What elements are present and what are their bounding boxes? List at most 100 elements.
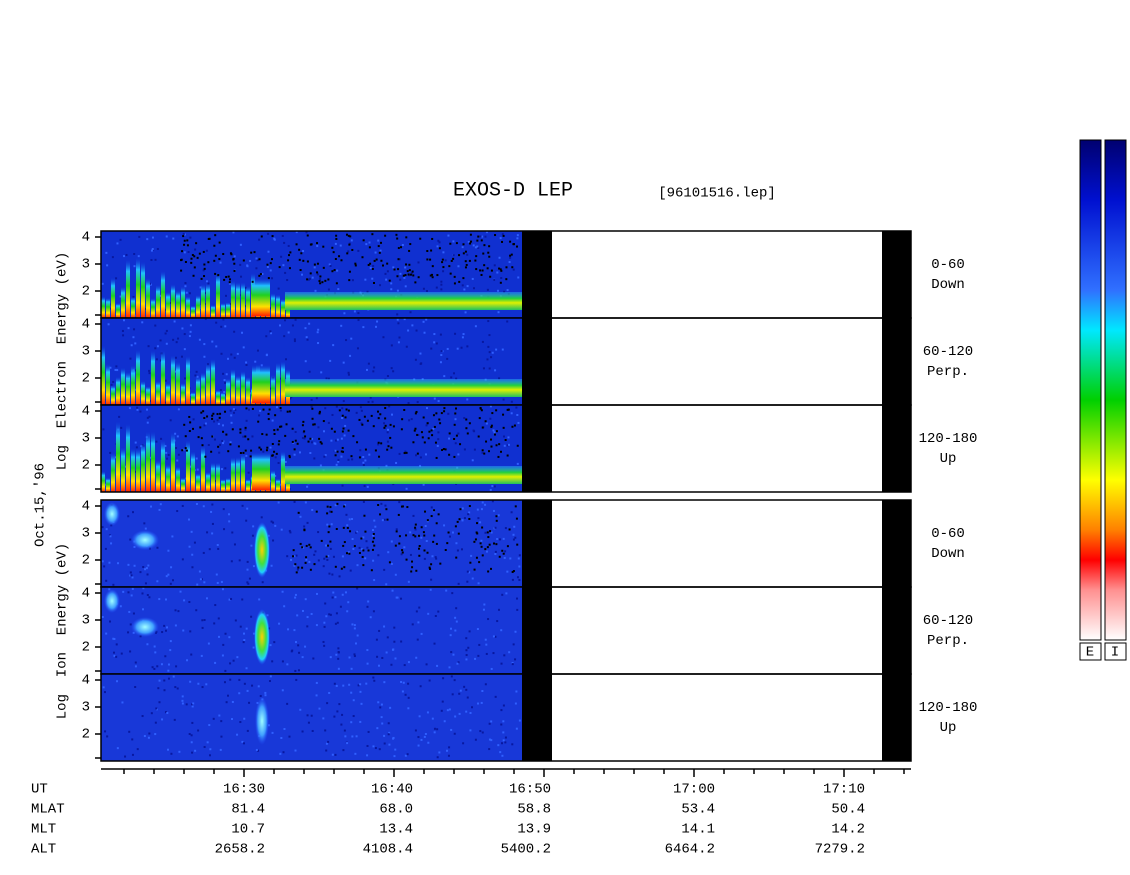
noise <box>184 282 187 285</box>
dropout <box>230 253 233 256</box>
noise <box>506 570 509 573</box>
noise <box>248 701 251 704</box>
noise <box>465 649 468 652</box>
dropout <box>316 271 319 274</box>
noise <box>509 256 512 259</box>
noise <box>323 625 326 628</box>
dropout <box>510 253 513 256</box>
noise <box>335 463 338 466</box>
dropout <box>233 262 236 265</box>
dropout <box>204 455 207 458</box>
noise <box>224 669 227 672</box>
noise <box>241 598 244 601</box>
energy-feature <box>111 452 115 492</box>
dropout <box>459 443 462 446</box>
noise <box>271 277 274 280</box>
dropout <box>410 570 413 573</box>
noise <box>246 507 249 510</box>
energy-feature <box>136 257 140 318</box>
dropout <box>271 235 274 238</box>
dropout <box>495 543 498 546</box>
noise <box>334 596 337 599</box>
noise <box>119 605 122 608</box>
dropout <box>464 250 467 253</box>
noise <box>223 391 226 394</box>
noise <box>303 525 306 528</box>
dropout <box>422 416 425 419</box>
noise <box>215 321 218 324</box>
noise <box>373 679 376 682</box>
dropout <box>406 506 409 509</box>
noise <box>232 659 235 662</box>
noise <box>213 622 216 625</box>
noise <box>465 688 468 691</box>
noise <box>436 444 439 447</box>
noise <box>350 239 353 242</box>
dropout <box>362 239 365 242</box>
noise <box>329 359 332 362</box>
energy-feature <box>281 361 285 405</box>
dropout <box>222 430 225 433</box>
dropout <box>292 555 295 558</box>
noise <box>295 231 298 234</box>
noise <box>383 518 386 521</box>
dropout <box>261 433 264 436</box>
noise <box>470 554 473 557</box>
dropout <box>200 277 203 280</box>
noise <box>419 464 422 467</box>
dropout <box>328 525 331 528</box>
noise <box>502 731 505 734</box>
dropout <box>303 529 306 532</box>
noise <box>385 278 388 281</box>
noise <box>281 590 284 593</box>
noise <box>160 663 163 666</box>
noise <box>109 620 112 623</box>
dropout <box>415 410 418 413</box>
noise <box>430 578 433 581</box>
noise <box>322 717 325 720</box>
noise <box>501 593 504 596</box>
noise <box>146 573 149 576</box>
energy-feature <box>131 365 135 405</box>
noise <box>122 334 125 337</box>
noise <box>283 335 286 338</box>
noise <box>189 330 192 333</box>
dropout <box>397 247 400 250</box>
dropout <box>418 554 421 557</box>
dropout <box>313 423 316 426</box>
noise <box>477 246 480 249</box>
noise <box>198 570 201 573</box>
noise <box>452 240 455 243</box>
dropout <box>387 445 390 448</box>
noise <box>420 536 423 539</box>
noise <box>238 692 241 695</box>
energy-feature <box>136 448 140 492</box>
noise <box>373 366 376 369</box>
dropout <box>405 558 408 561</box>
noise <box>234 408 237 411</box>
noise <box>305 231 308 234</box>
energy-feature <box>236 282 240 318</box>
noise <box>304 645 307 648</box>
energy-feature <box>211 359 215 405</box>
noise <box>400 597 403 600</box>
dropout <box>363 415 366 418</box>
dropout <box>305 556 308 559</box>
data-gap <box>882 318 911 405</box>
noise <box>164 444 167 447</box>
dropout <box>418 545 421 548</box>
noise <box>183 333 186 336</box>
frame <box>100 404 912 493</box>
noise <box>362 326 365 329</box>
energy-feature <box>196 473 200 492</box>
noise <box>467 646 470 649</box>
noise <box>109 307 112 310</box>
dropout <box>479 542 482 545</box>
dropout <box>185 449 188 452</box>
noise <box>103 565 106 568</box>
noise <box>408 419 411 422</box>
noise <box>396 313 399 316</box>
dropout <box>239 431 242 434</box>
dropout <box>186 239 189 242</box>
